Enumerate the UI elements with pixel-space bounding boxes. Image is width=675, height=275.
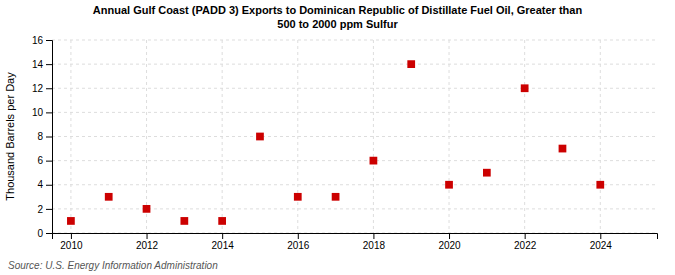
y-axis-label: Thousand Barrels per Day (4, 72, 16, 201)
plot: 2010 2012 2014 2016 2018 2020 2022 2024 0 2 4 6 8 10 1… (32, 35, 658, 251)
grid-line-x (222, 40, 223, 233)
point (370, 157, 378, 165)
tick: 0 (37, 228, 52, 239)
grid-line-y (52, 136, 657, 137)
tick-mark (600, 233, 601, 239)
grid-line-x (600, 40, 601, 233)
tick-label: 2020 (438, 240, 461, 251)
tick-mark (46, 185, 52, 186)
y-axis: 0 2 4 6 8 10 12 14 16 (32, 35, 53, 239)
tick: 2014 (212, 233, 235, 251)
point (218, 217, 226, 225)
tick-label: 12 (32, 83, 44, 94)
tick-label: 8 (37, 131, 43, 142)
tick-mark (449, 233, 450, 239)
tick: 2018 (363, 233, 386, 251)
tick-label: 14 (32, 59, 44, 70)
tick-label: 2010 (60, 240, 83, 251)
point (105, 193, 113, 201)
point (445, 181, 453, 189)
point (67, 217, 75, 225)
grid-line-y (52, 40, 657, 41)
point (483, 169, 491, 177)
tick: 4 (37, 179, 52, 190)
tick-label: 2014 (212, 240, 235, 251)
tick: 2024 (590, 233, 613, 251)
grid-line-y (52, 88, 657, 89)
point (294, 193, 302, 201)
tick-mark (46, 112, 52, 113)
tick-label: 4 (37, 179, 43, 190)
title-line: Annual Gulf Coast (PADD 3) Exports to Do… (93, 4, 583, 16)
grid (52, 40, 657, 233)
tick: 8 (37, 131, 52, 142)
tick-mark (46, 64, 52, 65)
point (407, 60, 415, 68)
axis-line (53, 234, 658, 240)
tick-label: 2 (37, 204, 43, 215)
grid-line-x (373, 40, 374, 233)
tick-mark (46, 40, 52, 41)
tick: 2010 (60, 233, 83, 251)
tick-mark (298, 233, 299, 239)
tick-mark (46, 209, 52, 210)
tick-label: 2018 (363, 240, 386, 251)
tick: 2020 (438, 233, 461, 251)
grid-line-y (52, 160, 657, 161)
tick-mark (46, 137, 52, 138)
tick-mark (46, 161, 52, 162)
point (180, 217, 188, 225)
point (521, 84, 529, 92)
tick-mark (46, 88, 52, 89)
tick-label: 6 (37, 155, 43, 166)
point (559, 145, 567, 153)
tick: 2012 (136, 233, 159, 251)
grid-line-x (70, 40, 71, 233)
tick: 2016 (287, 233, 310, 251)
grid-line-x (146, 40, 147, 233)
tick-label: 10 (32, 107, 44, 118)
tick: 16 (32, 35, 52, 46)
axis-line (46, 41, 53, 234)
point (256, 133, 264, 141)
title: Annual Gulf Coast (PADD 3) Exports to Do… (93, 4, 583, 30)
grid-line-x (449, 40, 450, 233)
tick-mark (147, 233, 148, 239)
tick: 14 (32, 59, 52, 70)
tick-label: 0 (37, 228, 43, 239)
tick-mark (373, 233, 374, 239)
tick: 10 (32, 107, 52, 118)
tick-mark (222, 233, 223, 239)
tick-mark (525, 233, 526, 239)
tick-label: 2012 (136, 240, 159, 251)
tick-label: 2022 (514, 240, 537, 251)
grid-line-x (297, 40, 298, 233)
tick: 2 (37, 204, 52, 215)
marks (67, 60, 604, 225)
tick: 12 (32, 83, 52, 94)
tick-mark (71, 233, 72, 239)
grid-line-y (52, 112, 657, 113)
annotation: Source: U.S. Energy Information Administ… (8, 260, 218, 271)
point (332, 193, 340, 201)
tick-label: 2024 (590, 240, 613, 251)
chart: Annual Gulf Coast (PADD 3) Exports to Do… (0, 0, 675, 275)
grid-line-x (524, 40, 525, 233)
tick: 2022 (514, 233, 537, 251)
title-line: 500 to 2000 ppm Sulfur (277, 18, 398, 30)
x-axis: 2010 2012 2014 2016 2018 2020 2022 2024 (53, 233, 658, 251)
point (143, 205, 151, 213)
grid-line-y (52, 64, 657, 65)
tick-label: 16 (32, 35, 44, 46)
tick: 6 (37, 155, 52, 166)
point (596, 181, 604, 189)
tick-mark (46, 233, 52, 234)
grid-line-y (52, 184, 657, 185)
tick-label: 2016 (287, 240, 310, 251)
